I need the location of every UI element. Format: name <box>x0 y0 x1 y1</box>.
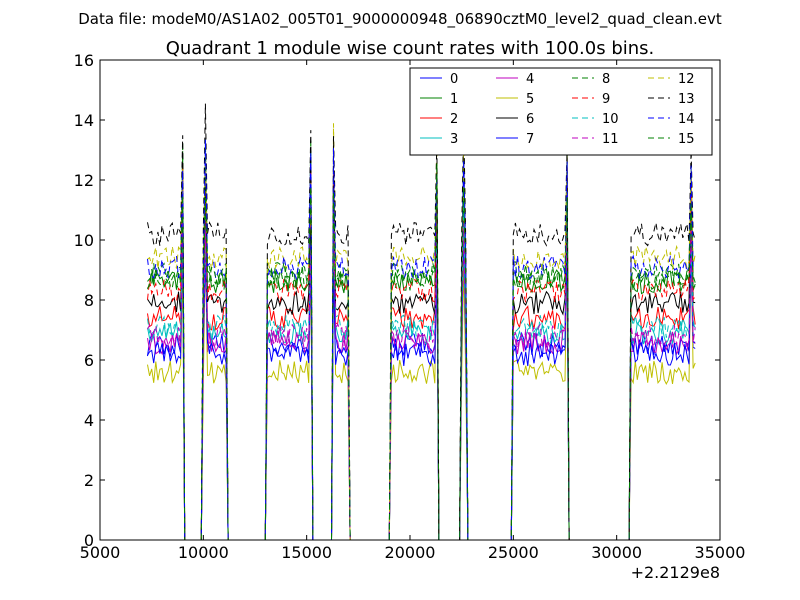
legend-label-11: 11 <box>602 132 619 147</box>
series-line-9 <box>147 164 696 540</box>
legend-label-13: 13 <box>678 92 695 107</box>
y-tick-label: 14 <box>74 111 94 130</box>
x-tick-label: 30000 <box>591 543 642 562</box>
series-line-7 <box>147 226 696 540</box>
series-line-1 <box>147 151 696 540</box>
x-tick-label: 10000 <box>178 543 229 562</box>
x-tick-label: 35000 <box>695 543 746 562</box>
legend-box <box>409 67 713 156</box>
legend-label-15: 15 <box>678 132 695 147</box>
legend-label-1: 1 <box>450 92 458 107</box>
series-line-5 <box>147 240 696 540</box>
series-layer <box>147 103 696 540</box>
legend-label-9: 9 <box>602 92 610 107</box>
series-line-2 <box>147 189 696 540</box>
y-tick-label: 0 <box>84 531 94 550</box>
y-tick-label: 2 <box>84 471 94 490</box>
y-tick-label: 8 <box>84 291 94 310</box>
legend-label-8: 8 <box>602 72 610 87</box>
series-line-10 <box>147 195 696 540</box>
series-line-8 <box>147 138 696 540</box>
axis-ticks: 5000 10000 15000 20000 25000 30000 35000 0 2 4 6 8 1… <box>74 51 746 562</box>
series-line-12 <box>147 123 696 540</box>
x-tick-label: 25000 <box>488 543 539 562</box>
series-line-6 <box>147 169 696 540</box>
legend-label-12: 12 <box>678 72 695 87</box>
x-tick-label: 15000 <box>281 543 332 562</box>
y-tick-label: 6 <box>84 351 94 370</box>
legend-label-7: 7 <box>526 132 534 147</box>
x-tick-label: 20000 <box>385 543 436 562</box>
series-line-14 <box>147 139 696 540</box>
y-tick-label: 4 <box>84 411 94 430</box>
x-tick-label: 5000 <box>80 543 121 562</box>
legend-label-6: 6 <box>526 112 534 127</box>
series-line-11 <box>147 205 696 540</box>
series-line-15 <box>147 162 696 540</box>
x-axis-offset-label: +2.2129e8 <box>631 563 720 582</box>
series-line-0 <box>147 214 696 540</box>
series-line-13 <box>147 103 696 540</box>
series-line-4 <box>147 209 696 540</box>
chart-title: Quadrant 1 module wise count rates with … <box>166 38 655 59</box>
y-tick-label: 10 <box>74 231 94 250</box>
legend-label-0: 0 <box>450 72 458 87</box>
legend-label-3: 3 <box>450 132 458 147</box>
legend-label-14: 14 <box>678 112 695 127</box>
legend-label-5: 5 <box>526 92 534 107</box>
y-tick-label: 16 <box>74 51 94 70</box>
legend-label-10: 10 <box>602 112 619 127</box>
y-tick-label: 12 <box>74 171 94 190</box>
series-line-3 <box>147 210 696 540</box>
legend-label-4: 4 <box>526 72 534 87</box>
legend-label-2: 2 <box>450 112 458 127</box>
figure-suptitle: Data file: modeM0/AS1A02_005T01_90000009… <box>78 10 722 29</box>
